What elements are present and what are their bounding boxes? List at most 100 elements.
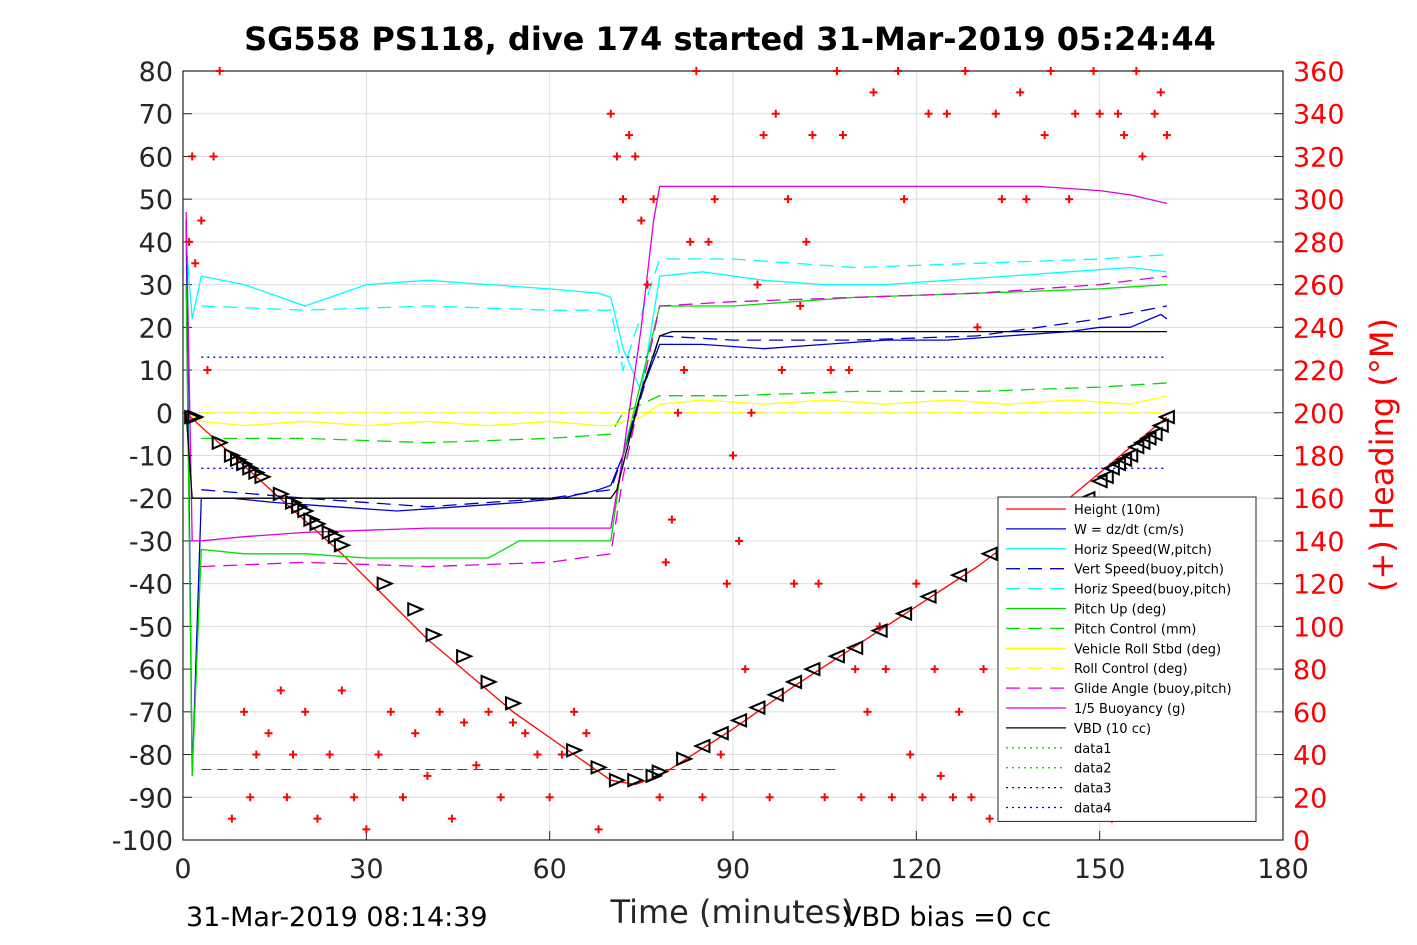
legend-label: Vehicle Roll Stbd (deg) — [1074, 642, 1221, 657]
y-tick-label: -30 — [129, 527, 173, 558]
heading-point — [857, 793, 866, 802]
y-right-tick-label: 80 — [1293, 655, 1327, 686]
heading-point — [252, 750, 261, 759]
x-tick-label: 120 — [891, 854, 943, 885]
heading-point — [1046, 67, 1055, 75]
heading-point — [930, 665, 939, 674]
heading-point — [606, 109, 615, 118]
y-tick-label: -20 — [129, 484, 173, 515]
y-tick-label: 60 — [139, 142, 173, 173]
legend-label: Horiz Speed(buoy,pitch) — [1074, 583, 1231, 598]
y-tick-label: 70 — [139, 100, 173, 131]
x-tick-label: 150 — [1074, 854, 1126, 885]
triangle-marker — [1157, 409, 1175, 425]
series-line-2 — [185, 241, 1167, 394]
heading-point — [447, 814, 456, 823]
triangle-marker — [211, 435, 230, 451]
heading-point — [484, 707, 493, 716]
legend-label: data3 — [1074, 782, 1112, 797]
heading-point — [912, 579, 921, 588]
heading-point — [496, 793, 505, 802]
triangle-marker — [949, 567, 968, 583]
triangle-marker — [827, 648, 845, 664]
axis-ticks: 0 30 60 90 120 150 180-100-90-80-70-60-50-40-3… — [112, 57, 1345, 885]
heading-point — [191, 259, 200, 268]
x-axis-label: Time (minutes) — [610, 893, 854, 931]
legend-label: 1/5 Buoyancy (g) — [1074, 702, 1185, 717]
legend-box — [997, 496, 1257, 822]
triangle-marker — [729, 712, 748, 728]
triangle-marker — [425, 627, 444, 643]
x-tick-label: 0 — [174, 854, 191, 885]
triangle-marker — [747, 700, 766, 716]
heading-point — [851, 665, 860, 674]
triangle-marker — [980, 546, 998, 562]
heading-point — [942, 109, 951, 118]
triangle-marker — [407, 601, 425, 617]
triangle-marker — [376, 576, 395, 592]
heading-point — [686, 237, 695, 246]
heading-point — [881, 665, 890, 674]
legend-label: Glide Angle (buoy,pitch) — [1074, 682, 1232, 697]
triangle-marker — [254, 469, 272, 485]
series-line-4 — [201, 254, 1167, 373]
y-right-tick-label: 160 — [1293, 484, 1345, 515]
series-group — [185, 185, 1168, 786]
heading-point — [264, 729, 273, 738]
triangle-marker — [766, 687, 784, 703]
legend-label: Roll Control (deg) — [1074, 662, 1188, 677]
heading-point — [545, 793, 554, 802]
legend-label: Pitch Up (deg) — [1074, 603, 1166, 618]
y-tick-label: -40 — [129, 570, 173, 601]
heading-point — [832, 67, 841, 75]
heading-point — [985, 814, 994, 823]
y-right-tick-label: 200 — [1293, 399, 1345, 430]
triangle-marker — [692, 738, 711, 754]
y-tick-label: -10 — [129, 442, 173, 473]
heading-point — [612, 152, 621, 161]
heading-point — [509, 718, 517, 727]
y-right-tick-label: 280 — [1293, 228, 1345, 259]
legend: Height (10m) W = dz/dt (cm/s) Horiz Speed(… — [997, 496, 1257, 822]
heading-point — [570, 707, 579, 716]
triangle-marker — [802, 661, 821, 677]
triangle-marker — [1120, 447, 1139, 464]
heading-point — [1089, 67, 1098, 75]
y-axis-label-right: (+) Heading (°M) — [1363, 318, 1401, 592]
triangle-marker — [1145, 426, 1163, 442]
heading-point — [735, 536, 744, 545]
heading-point — [240, 707, 249, 716]
y-right-tick-label: 240 — [1293, 313, 1345, 344]
heading-point — [631, 152, 640, 161]
series-line-6 — [201, 382, 1167, 444]
heading-point — [594, 825, 603, 834]
y-tick-label: 40 — [139, 228, 173, 259]
y-right-tick-label: 140 — [1293, 527, 1345, 558]
heading-point — [209, 152, 218, 161]
heading-point — [1150, 109, 1159, 118]
heading-point — [301, 707, 310, 716]
footer-vbd-bias: VBD bias =0 cc — [843, 902, 1051, 933]
heading-point — [399, 793, 407, 802]
heading-point — [741, 665, 750, 674]
triangle-marker — [919, 588, 937, 604]
y-right-tick-label: 320 — [1293, 142, 1345, 173]
heading-point — [423, 771, 432, 780]
heading-point — [460, 718, 469, 727]
legend-label: W = dz/dt (cm/s) — [1074, 523, 1184, 538]
heading-point — [692, 67, 701, 75]
heading-point — [362, 825, 371, 834]
y-tick-label: -100 — [112, 826, 173, 857]
heading-point — [215, 67, 224, 75]
heading-point — [185, 237, 194, 246]
y-right-tick-label: 300 — [1293, 185, 1345, 216]
heading-point — [289, 750, 297, 759]
y-tick-label: 80 — [139, 57, 173, 88]
heading-point — [203, 366, 212, 375]
triangle-marker — [845, 640, 864, 656]
heading-point — [582, 729, 591, 738]
y-right-tick-label: 220 — [1293, 356, 1345, 387]
heading-point — [325, 750, 334, 759]
heading-point — [698, 793, 707, 802]
series-line-10 — [185, 185, 1168, 542]
